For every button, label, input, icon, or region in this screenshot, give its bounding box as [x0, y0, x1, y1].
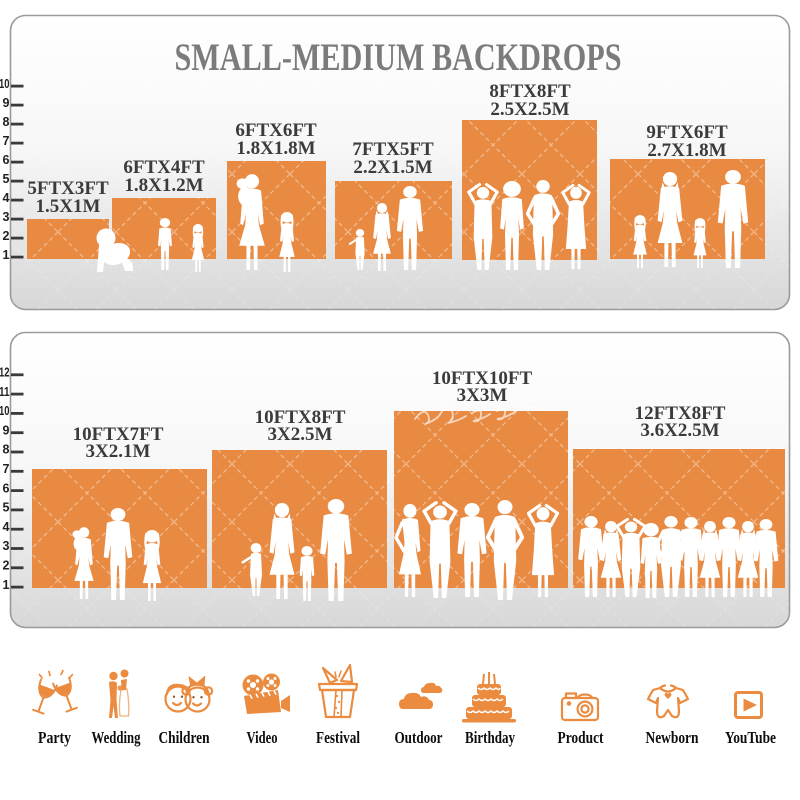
- svg-text:4: 4: [3, 520, 10, 534]
- svg-text:3: 3: [3, 539, 10, 553]
- svg-text:3X2.1M: 3X2.1M: [86, 441, 151, 462]
- svg-text:2: 2: [3, 559, 10, 573]
- svg-text:6: 6: [3, 153, 10, 167]
- svg-text:SMALL-MEDIUM BACKDROPS: SMALL-MEDIUM BACKDROPS: [175, 36, 622, 79]
- svg-text:10: 10: [0, 77, 10, 91]
- svg-text:5FTX3FT: 5FTX3FT: [27, 178, 109, 199]
- svg-text:12: 12: [0, 366, 10, 380]
- svg-text:7: 7: [3, 462, 10, 476]
- svg-text:7: 7: [3, 134, 10, 148]
- svg-text:1: 1: [3, 578, 10, 592]
- svg-text:5: 5: [3, 501, 10, 515]
- svg-text:8: 8: [3, 443, 10, 457]
- svg-text:7FTX5FT: 7FTX5FT: [352, 139, 434, 160]
- svg-text:Festival: Festival: [316, 728, 360, 747]
- svg-text:2.7X1.8M: 2.7X1.8M: [647, 140, 726, 161]
- svg-text:Party: Party: [38, 728, 72, 747]
- svg-text:12FTX8FT: 12FTX8FT: [635, 403, 726, 424]
- svg-text:3: 3: [3, 210, 10, 224]
- svg-text:2: 2: [3, 229, 10, 243]
- svg-text:8FTX8FT: 8FTX8FT: [489, 81, 571, 102]
- svg-text:8: 8: [3, 115, 10, 129]
- svg-text:10: 10: [0, 404, 10, 418]
- svg-text:1.8X1.2M: 1.8X1.2M: [124, 175, 203, 196]
- svg-text:3X3M: 3X3M: [457, 385, 508, 406]
- svg-text:4: 4: [3, 191, 10, 205]
- svg-text:3.6X2.5M: 3.6X2.5M: [640, 420, 719, 441]
- svg-text:5: 5: [3, 172, 10, 186]
- svg-text:6FTX4FT: 6FTX4FT: [123, 157, 205, 178]
- svg-text:2.2X1.5M: 2.2X1.5M: [353, 157, 432, 178]
- svg-text:Outdoor: Outdoor: [395, 728, 443, 747]
- svg-text:1.5X1M: 1.5X1M: [36, 196, 101, 217]
- svg-text:9: 9: [3, 96, 10, 110]
- svg-text:Video: Video: [247, 728, 278, 747]
- svg-text:Newborn: Newborn: [646, 728, 699, 747]
- svg-text:9FTX6FT: 9FTX6FT: [646, 122, 728, 143]
- svg-text:Product: Product: [558, 728, 604, 747]
- svg-text:10FTX7FT: 10FTX7FT: [73, 424, 164, 445]
- svg-text:Wedding: Wedding: [92, 728, 142, 747]
- svg-text:1.8X1.8M: 1.8X1.8M: [236, 138, 315, 159]
- svg-text:6FTX6FT: 6FTX6FT: [235, 120, 317, 141]
- svg-text:6: 6: [3, 481, 10, 495]
- svg-text:1: 1: [3, 248, 10, 262]
- svg-text:11: 11: [0, 385, 10, 399]
- svg-text:2.5X2.5M: 2.5X2.5M: [490, 99, 569, 120]
- svg-text:9: 9: [3, 423, 10, 437]
- svg-text:YouTube: YouTube: [725, 728, 776, 747]
- svg-text:3X2.5M: 3X2.5M: [268, 424, 333, 445]
- svg-text:Children: Children: [159, 728, 210, 747]
- svg-text:Birthday: Birthday: [465, 728, 516, 747]
- svg-text:10FTX8FT: 10FTX8FT: [255, 407, 346, 428]
- svg-text:10FTX10FT: 10FTX10FT: [432, 368, 533, 389]
